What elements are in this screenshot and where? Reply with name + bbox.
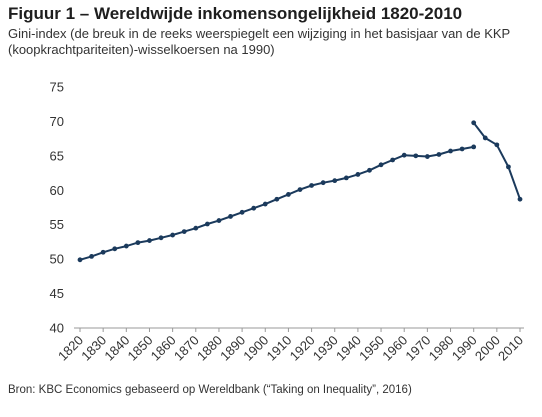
data-point	[494, 142, 500, 148]
data-point	[471, 144, 477, 150]
y-tick-label: 50	[50, 252, 64, 267]
y-tick-label: 40	[50, 321, 64, 336]
chart-subtitle: Gini-index (de breuk in de reeks weerspi…	[8, 26, 510, 57]
data-point	[228, 214, 233, 219]
data-point	[320, 180, 326, 186]
x-tick-label: 2010	[495, 333, 526, 364]
x-tick-label: 1920	[287, 333, 318, 364]
data-point	[112, 246, 118, 252]
data-point	[401, 152, 407, 158]
x-tick-label: 1830	[78, 333, 109, 364]
data-point	[343, 175, 349, 181]
data-point	[517, 196, 523, 202]
data-point	[123, 243, 129, 249]
data-point	[135, 240, 141, 246]
data-point	[309, 183, 314, 188]
x-tick-label: 1850	[125, 333, 156, 364]
data-point	[378, 162, 384, 168]
series-line-2	[472, 121, 521, 201]
x-tick-label: 1910	[263, 333, 294, 364]
y-tick-label: 60	[50, 183, 64, 198]
data-point	[367, 167, 372, 173]
data-point	[216, 218, 222, 223]
data-point	[436, 152, 442, 157]
data-point	[448, 148, 453, 154]
x-tick-label: 1880	[194, 333, 225, 364]
x-tick-label: 1870	[171, 333, 202, 364]
x-tick-label: 1900	[240, 333, 271, 364]
data-point	[332, 178, 338, 184]
data-point	[482, 135, 488, 141]
data-point	[170, 232, 176, 238]
x-tick-label: 1990	[449, 333, 480, 364]
x-tick-label: 1950	[356, 333, 387, 364]
data-point	[251, 205, 257, 211]
data-point	[424, 154, 430, 159]
x-tick-label: 1890	[217, 333, 248, 364]
data-point	[262, 201, 268, 207]
data-point	[147, 238, 152, 243]
data-point	[355, 172, 361, 177]
chart-title: Figuur 1 – Wereldwijde inkomensongelijkh…	[8, 4, 463, 23]
data-point	[471, 120, 477, 126]
data-point	[297, 187, 303, 192]
data-point	[100, 249, 106, 255]
data-point	[274, 196, 280, 202]
y-tick-label: 45	[50, 286, 64, 301]
data-point	[193, 225, 199, 231]
data-point	[413, 153, 419, 159]
x-tick-label: 1930	[310, 333, 341, 364]
data-point	[506, 164, 511, 170]
data-point	[239, 209, 245, 215]
y-tick-label: 70	[50, 114, 64, 129]
x-tick-label: 1980	[426, 333, 457, 364]
y-tick-label: 65	[50, 148, 64, 163]
data-point	[204, 221, 210, 227]
x-tick-label: 1960	[379, 333, 410, 364]
x-tick-label: 1970	[402, 333, 433, 364]
y-tick-label: 75	[50, 80, 64, 95]
data-point	[158, 235, 164, 241]
data-point	[390, 157, 396, 163]
data-point	[286, 192, 291, 197]
chart-source: Bron: KBC Economics gebaseerd op Wereldb…	[8, 384, 412, 396]
x-tick-label: 1860	[148, 333, 179, 364]
data-point	[77, 257, 83, 263]
y-tick-label: 55	[50, 217, 64, 232]
x-tick-label: 1840	[101, 333, 132, 364]
x-tick-label: 2000	[472, 333, 503, 364]
x-tick-label: 1820	[55, 333, 86, 364]
data-point	[181, 229, 187, 235]
data-point	[459, 146, 465, 152]
data-point	[89, 253, 94, 259]
x-tick-label: 1940	[333, 333, 364, 364]
